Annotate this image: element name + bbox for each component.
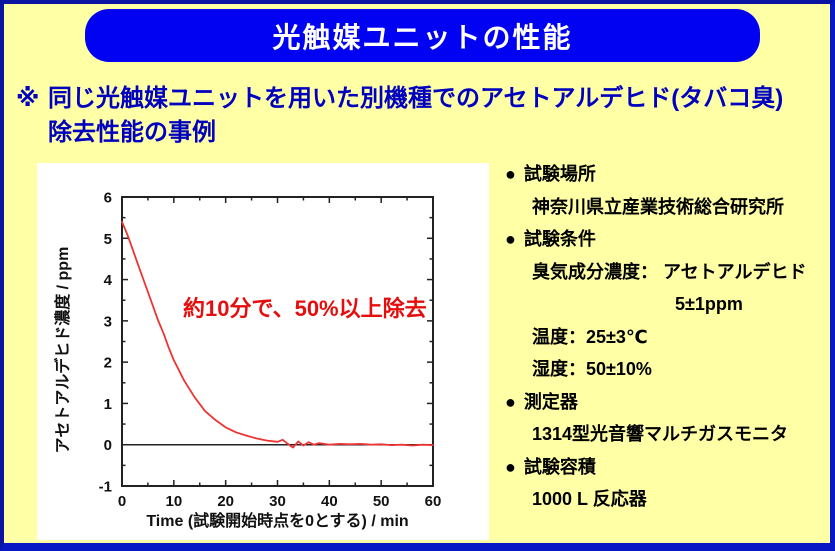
- info-text: 試験条件: [523, 229, 596, 249]
- info-detail: 温度：25±3℃: [505, 321, 830, 354]
- info-text: 1000 L 反応器: [532, 489, 647, 509]
- bullet-icon: ●: [505, 164, 516, 184]
- subtitle-marker: ※: [16, 85, 40, 112]
- info-header: ● 試験条件: [505, 223, 830, 256]
- y-axis-label: アセトアルデヒド濃度 / ppm: [55, 246, 72, 454]
- info-text: 測定器: [523, 391, 578, 412]
- info-detail: 湿度：50±10%: [505, 353, 830, 386]
- y-tick-label: 1: [104, 396, 112, 413]
- page-title: 光触媒ユニットの性能: [272, 21, 573, 53]
- info-text: 湿度：50±10%: [532, 359, 652, 379]
- y-tick-label: 4: [104, 272, 113, 289]
- y-tick-label: 3: [104, 313, 112, 330]
- bullet-icon: ●: [505, 391, 516, 412]
- info-header: ● 試験容積: [505, 451, 830, 484]
- bullet-icon: ●: [505, 229, 516, 249]
- info-detail: 5±1ppm: [505, 288, 830, 321]
- info-text: 1314型光音響マルチガスモニタ: [532, 424, 789, 444]
- x-tick-label: 10: [165, 493, 182, 510]
- x-tick-label: 0: [118, 493, 126, 510]
- info-text: 5±1ppm: [675, 294, 743, 314]
- y-tick-label: 0: [104, 437, 112, 454]
- info-text: 温度：25±3℃: [532, 326, 648, 347]
- info-detail: 1314型光音響マルチガスモニタ: [505, 418, 830, 451]
- test-conditions-list: ● 試験場所神奈川県立産業技術総合研究所 ● 試験条件臭気成分濃度： アセトアルデヒド…: [505, 158, 830, 516]
- info-text: 試験容積: [523, 456, 596, 477]
- y-tick-label: 6: [104, 190, 112, 207]
- subtitle: ※ 同じ光触媒ユニットを用いた別機種でのアセトアルデヒド(タバコ臭) 除去性能の…: [16, 82, 828, 150]
- x-tick-label: 40: [321, 493, 338, 510]
- concentration-chart-panel: -1 0 1 2 3 4 5 6 0 10 20 30 40 50 60 アセトアルデヒド濃度 / ppm …: [37, 163, 489, 540]
- subtitle-text: 同じ光触媒ユニットを用いた別機種でのアセトアルデヒド(タバコ臭) 除去性能の事例: [48, 82, 783, 150]
- x-tick-label: 20: [217, 493, 234, 510]
- info-header: ● 測定器: [505, 386, 830, 419]
- info-text: 試験場所: [523, 164, 596, 184]
- y-tick-label: -1: [99, 479, 112, 496]
- info-detail: 臭気成分濃度： アセトアルデヒド: [505, 256, 830, 289]
- info-detail: 1000 L 反応器: [505, 483, 830, 516]
- y-tick-label: 2: [104, 355, 112, 372]
- chart-annotation: 約10分で、50%以上除去: [183, 296, 427, 321]
- y-tick-label: 5: [104, 231, 112, 248]
- x-axis-label: Time (試験開始時点を0とする) / min: [146, 513, 409, 530]
- title-banner: 光触媒ユニットの性能: [85, 9, 760, 62]
- info-header: ● 試験場所: [505, 158, 830, 191]
- x-tick-label: 60: [425, 493, 442, 510]
- x-tick-label: 50: [373, 493, 390, 510]
- subtitle-line-1: 同じ光触媒ユニットを用いた別機種でのアセトアルデヒド(タバコ臭): [48, 85, 784, 112]
- info-text: 神奈川県立産業技術総合研究所: [532, 196, 784, 217]
- bullet-icon: ●: [505, 456, 516, 477]
- subtitle-line-2: 除去性能の事例: [48, 119, 216, 146]
- info-detail: 神奈川県立産業技術総合研究所: [505, 191, 830, 224]
- info-text: 臭気成分濃度： アセトアルデヒド: [532, 261, 807, 282]
- concentration-curve: [121, 220, 434, 449]
- x-tick-label: 30: [269, 493, 286, 510]
